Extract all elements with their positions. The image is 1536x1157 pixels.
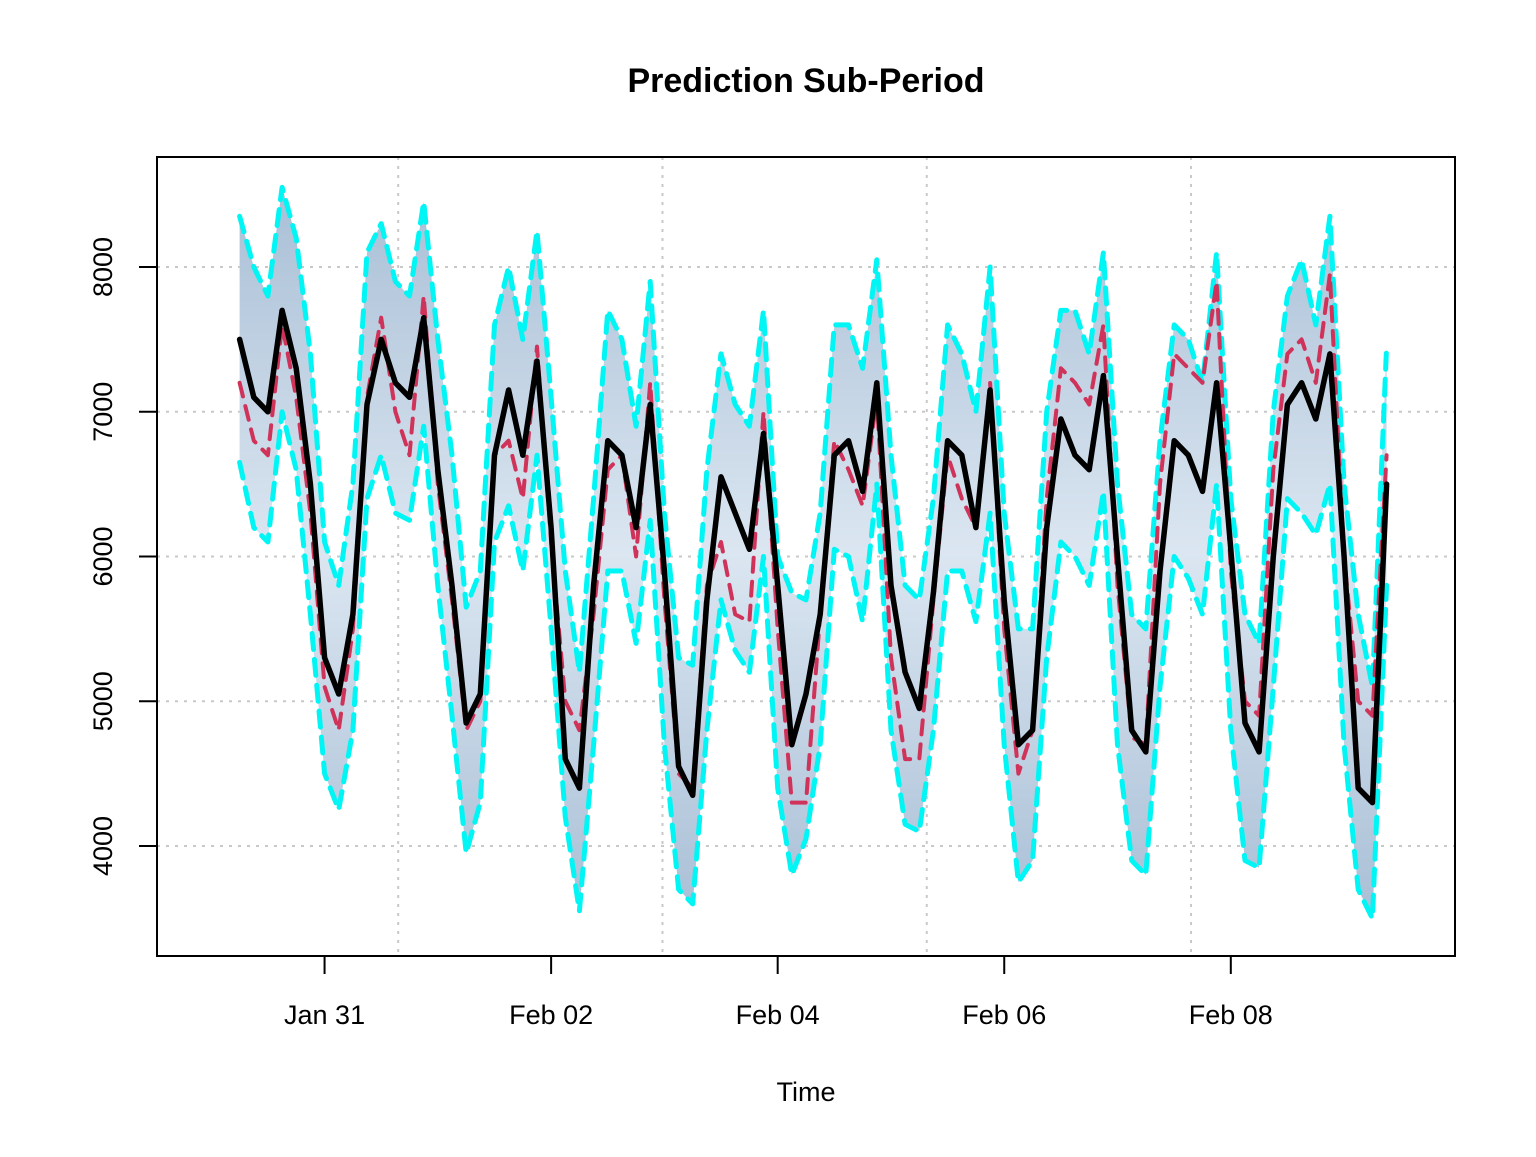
- y-tick-label: 7000: [88, 382, 118, 442]
- x-tick-label: Feb 04: [736, 1000, 820, 1030]
- x-axis: Jan 31 Feb 02 Feb 04 Feb 06 Feb 08: [284, 956, 1273, 1030]
- series-lines: [236, 184, 1390, 921]
- x-tick-label: Feb 08: [1189, 1000, 1273, 1030]
- x-tick-label: Jan 31: [284, 1000, 365, 1030]
- lower-bound-line: [237, 409, 1390, 921]
- y-tick-label: 6000: [88, 526, 118, 586]
- chart-title: Prediction Sub-Period: [627, 62, 984, 100]
- x-tick-label: Feb 06: [962, 1000, 1046, 1030]
- upper-bound-line: [237, 184, 1390, 690]
- prediction-band-area: [239, 187, 1387, 919]
- prediction-band: [239, 187, 1387, 919]
- x-axis-label: Time: [777, 1077, 836, 1107]
- y-axis: 4000 5000 6000 7000 8000: [88, 237, 157, 876]
- actual-line: [236, 307, 1390, 806]
- y-tick-label: 8000: [88, 237, 118, 297]
- y-tick-label: 5000: [88, 671, 118, 731]
- x-tick-label: Feb 02: [509, 1000, 593, 1030]
- y-tick-label: 4000: [88, 816, 118, 876]
